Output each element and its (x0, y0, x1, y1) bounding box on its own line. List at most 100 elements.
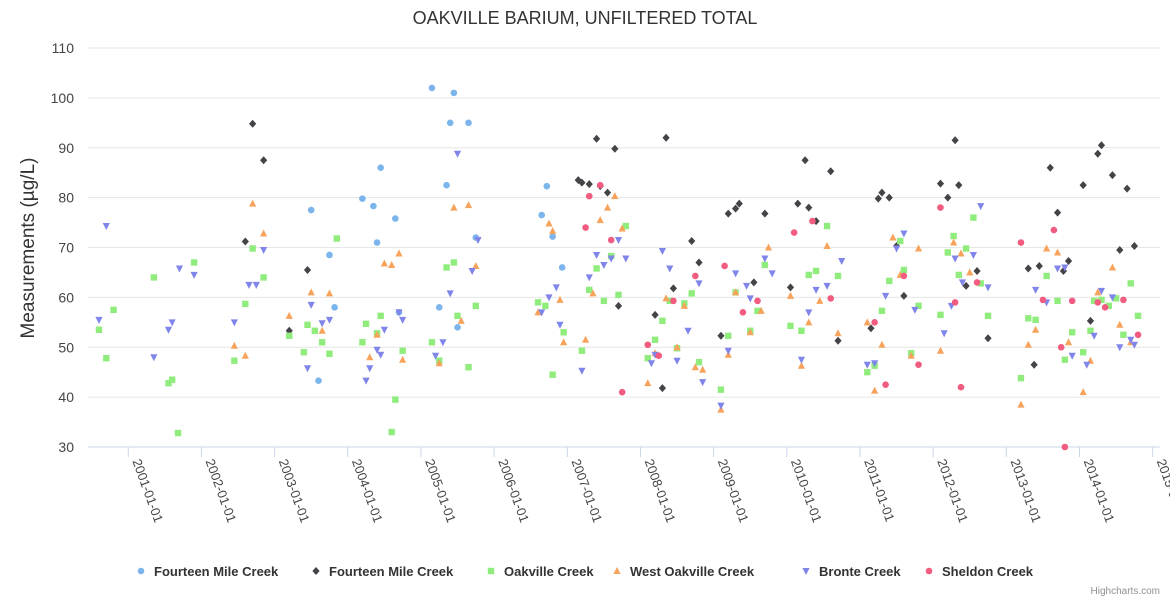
data-point (1046, 163, 1054, 172)
data-point (303, 365, 312, 373)
data-point (615, 291, 622, 299)
legend-item[interactable]: Fourteen Mile Creek (137, 564, 279, 579)
legend-item[interactable]: West Oakville Creek (613, 564, 755, 579)
data-point (435, 304, 443, 311)
series-4 (95, 150, 1138, 410)
data-point (603, 203, 612, 211)
data-point (560, 329, 567, 336)
data-point (1035, 261, 1043, 270)
data-point (1116, 344, 1124, 352)
data-point (589, 289, 597, 297)
data-point (307, 206, 315, 214)
data-point (164, 326, 173, 334)
data-point (863, 318, 871, 326)
data-point (1057, 343, 1065, 351)
y-axis: 30 40 50 60 70 80 90 100 110 (51, 40, 75, 455)
data-point (331, 304, 338, 311)
data-point (742, 282, 751, 290)
data-point (168, 376, 176, 383)
data-point (1112, 295, 1120, 302)
data-point (315, 377, 322, 384)
data-point (1087, 327, 1094, 334)
data-point (754, 297, 761, 305)
data-point (874, 194, 882, 203)
data-point (241, 351, 249, 359)
data-point (1064, 256, 1073, 265)
data-point (549, 227, 557, 235)
data-point (958, 279, 967, 287)
data-point (764, 243, 773, 251)
data-point (750, 278, 758, 287)
data-point (644, 379, 652, 387)
data-point (450, 259, 458, 266)
data-point (805, 318, 813, 326)
data-point (907, 351, 915, 359)
data-point (377, 164, 384, 171)
data-point (260, 229, 268, 237)
y-tick-label: 90 (58, 140, 74, 156)
data-point (545, 219, 553, 227)
y-tick-label: 30 (58, 439, 74, 455)
data-point (699, 365, 707, 373)
data-point (940, 330, 948, 338)
y-tick-label: 50 (58, 339, 74, 355)
data-point (249, 119, 257, 128)
data-point (1032, 325, 1040, 333)
data-point (957, 383, 965, 391)
legend[interactable]: Fourteen Mile Creek Fourteen Mile Creek Oa… (137, 564, 1034, 579)
data-point (1090, 332, 1098, 340)
y-tick-label: 110 (52, 40, 75, 56)
data-point (534, 308, 542, 316)
data-point (110, 306, 117, 314)
data-point (578, 347, 586, 354)
data-point (666, 297, 673, 305)
data-point (622, 255, 630, 263)
data-point (538, 309, 546, 317)
legend-label: West Oakville Creek (630, 564, 755, 579)
data-point (1053, 208, 1062, 217)
data-point (731, 288, 740, 296)
data-point (944, 249, 951, 256)
data-point (260, 156, 268, 165)
data-point (399, 347, 406, 354)
series-0 (307, 84, 566, 384)
credits-link[interactable]: Highcharts.com (1091, 586, 1160, 597)
data-point (454, 312, 461, 320)
legend-item[interactable]: Oakville Creek (487, 564, 595, 579)
data-point (285, 311, 293, 319)
data-point (556, 295, 564, 303)
data-point (647, 360, 656, 368)
y-axis-title: Measurements (µg/L) (18, 158, 39, 339)
data-point (1134, 312, 1142, 320)
data-point (1120, 331, 1127, 338)
legend-item[interactable]: Sheldon Creek (925, 564, 1034, 579)
data-point (970, 214, 977, 221)
data-point (1024, 340, 1032, 348)
data-point (805, 203, 813, 212)
data-point (102, 223, 110, 231)
data-point (326, 251, 333, 259)
data-point (600, 297, 608, 305)
legend-item[interactable]: Bronte Creek (802, 564, 901, 579)
data-point (388, 428, 395, 436)
data-point (823, 222, 831, 230)
data-point (472, 302, 480, 310)
y-tick-label: 70 (58, 240, 74, 256)
data-point (673, 343, 681, 351)
data-point (552, 284, 560, 292)
data-point (230, 341, 238, 349)
legend-item[interactable]: Fourteen Mile Creek (312, 564, 454, 579)
data-point (454, 324, 461, 331)
data-point (790, 229, 798, 236)
data-point (618, 224, 626, 232)
data-point (446, 119, 454, 127)
data-point (1050, 226, 1058, 234)
data-point (450, 89, 458, 97)
data-point (885, 193, 893, 202)
data-point (754, 307, 761, 315)
data-point (377, 351, 385, 359)
data-point (607, 236, 615, 244)
data-point (1068, 329, 1076, 336)
data-point (786, 291, 795, 299)
data-point (651, 310, 659, 319)
